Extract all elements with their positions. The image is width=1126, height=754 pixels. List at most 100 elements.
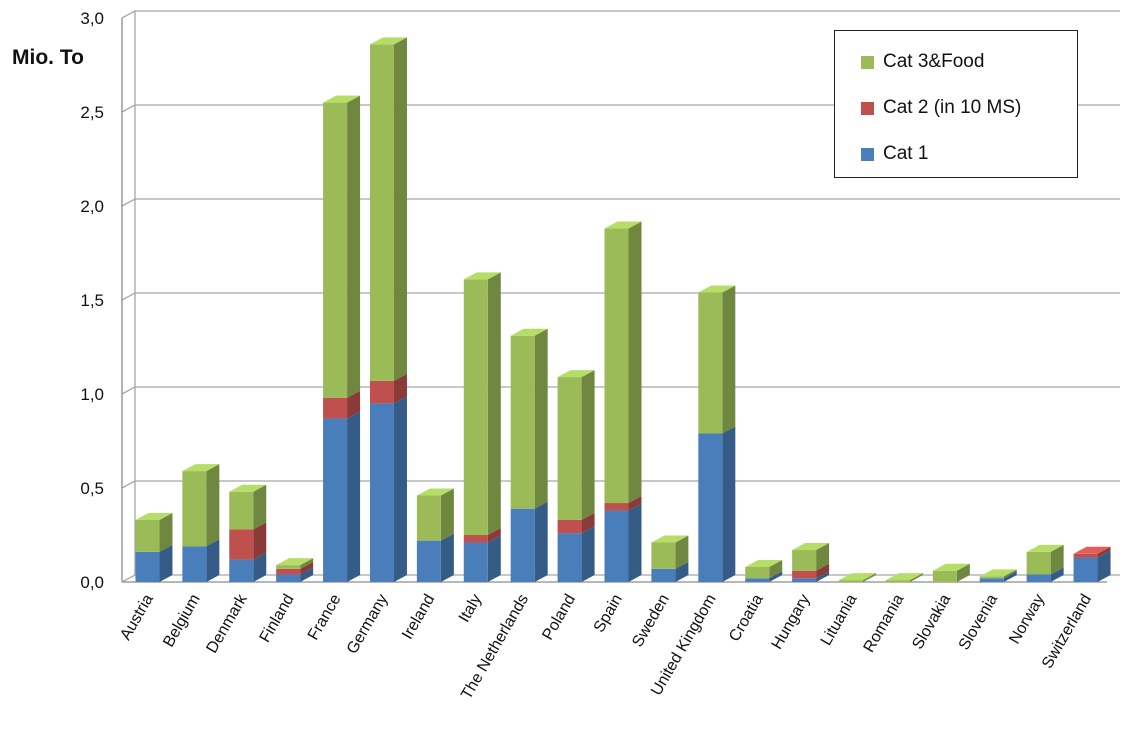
x-tick-label: Romania (861, 591, 908, 655)
x-tick-label: Lituania (818, 591, 861, 648)
bar-top (463, 272, 501, 280)
y-tick-label: 1,5 (80, 291, 104, 310)
bar-segment (229, 559, 254, 582)
bar-segment (276, 565, 301, 569)
bar-top (839, 573, 877, 581)
bar-segment (276, 574, 301, 582)
y-tick-label: 0,0 (80, 573, 104, 592)
bar-top (323, 95, 361, 103)
bar-top (1026, 544, 1064, 552)
bar-top (745, 559, 783, 567)
bar-side (393, 37, 407, 381)
bar-side (1097, 550, 1111, 582)
bar-segment (229, 491, 254, 530)
bar-top (604, 221, 642, 229)
bar-side (487, 535, 501, 582)
gridline-corner (121, 198, 136, 207)
bar-side (581, 526, 595, 582)
x-tick-label: Spain (591, 592, 626, 636)
bar-segment (369, 44, 394, 381)
bar-segment (979, 576, 1004, 579)
bar-side (956, 563, 970, 582)
bar-segment (463, 279, 488, 535)
y-tick-label: 2,5 (80, 103, 104, 122)
x-tick-label: Denmark (204, 591, 252, 657)
x-tick-label: Slovakia (909, 591, 954, 652)
bar-side (769, 571, 783, 582)
bar-side (909, 573, 923, 582)
bar-segment (557, 519, 582, 534)
x-tick-label: Poland (539, 592, 579, 644)
bar-segment (369, 403, 394, 582)
bar-top (557, 370, 595, 378)
bar-side (581, 512, 595, 534)
bar-side (393, 373, 407, 404)
bar-segment (135, 551, 160, 582)
x-tick-label: Austria (117, 591, 157, 643)
bar-segment (651, 542, 676, 569)
bar-segment (510, 508, 535, 582)
bar-side (722, 426, 736, 582)
x-tick-label: Switzerland (1039, 592, 1095, 672)
bar-side (347, 95, 361, 398)
gridline-corner (121, 480, 136, 489)
bar-segment (463, 535, 488, 543)
bar-top (510, 328, 548, 336)
legend-swatch-cat3 (861, 55, 874, 69)
bar-side (1003, 571, 1017, 582)
x-tick-label: Italy (456, 592, 485, 626)
bar-segment (557, 533, 582, 582)
bar-top (651, 535, 689, 543)
legend-swatch-cat1 (861, 147, 874, 161)
bar-side (347, 390, 361, 419)
bar-segment (651, 568, 676, 582)
bar-side (393, 396, 407, 582)
bar-segment (745, 566, 770, 579)
bar-segment (792, 550, 817, 571)
bar-side (1050, 544, 1064, 575)
bar-segment (510, 335, 535, 509)
bar-segment (604, 510, 629, 582)
bar-segment (557, 377, 582, 520)
bar-segment (698, 433, 723, 582)
bar-segment (276, 568, 301, 575)
bar-segment (182, 546, 207, 582)
x-tick-label: Belgium (160, 592, 204, 651)
bar-segment (1073, 557, 1098, 582)
bar-side (206, 539, 220, 582)
bar-side (534, 328, 548, 509)
bar-side (581, 370, 595, 520)
bar-top (276, 558, 314, 566)
bar-side (300, 567, 314, 582)
x-tick-label: Ireland (399, 592, 438, 643)
bar-top (792, 543, 830, 551)
y-tick-label: 0,5 (80, 479, 104, 498)
bar-side (159, 512, 173, 552)
y-tick-label: 3,0 (80, 9, 104, 28)
x-tick-label: Hungary (769, 592, 814, 653)
bar-segment (416, 495, 441, 541)
gridline-corner (121, 292, 136, 301)
bar-side (816, 543, 830, 571)
x-tick-label: Finland (257, 592, 298, 646)
bar-segment (604, 228, 629, 504)
bar-segment (229, 529, 254, 560)
legend-item-cat1: Cat 1 (861, 143, 928, 165)
bar-top (182, 464, 220, 472)
bar-side (628, 503, 642, 582)
bar-segment (1026, 551, 1051, 575)
bar-side (440, 533, 454, 582)
bar-segment (463, 542, 488, 582)
bar-segment (1073, 553, 1098, 558)
bar-top (135, 512, 173, 520)
bar-segment (1026, 574, 1051, 582)
bar-side (534, 501, 548, 582)
bar-side (1097, 546, 1111, 558)
legend-swatch-cat2 (861, 101, 874, 115)
legend-item-cat3: Cat 3&Food (861, 51, 984, 73)
bar-segment (323, 418, 348, 582)
bar-top (885, 573, 923, 581)
bar-segment (885, 580, 910, 582)
gridline-corner (121, 574, 136, 583)
